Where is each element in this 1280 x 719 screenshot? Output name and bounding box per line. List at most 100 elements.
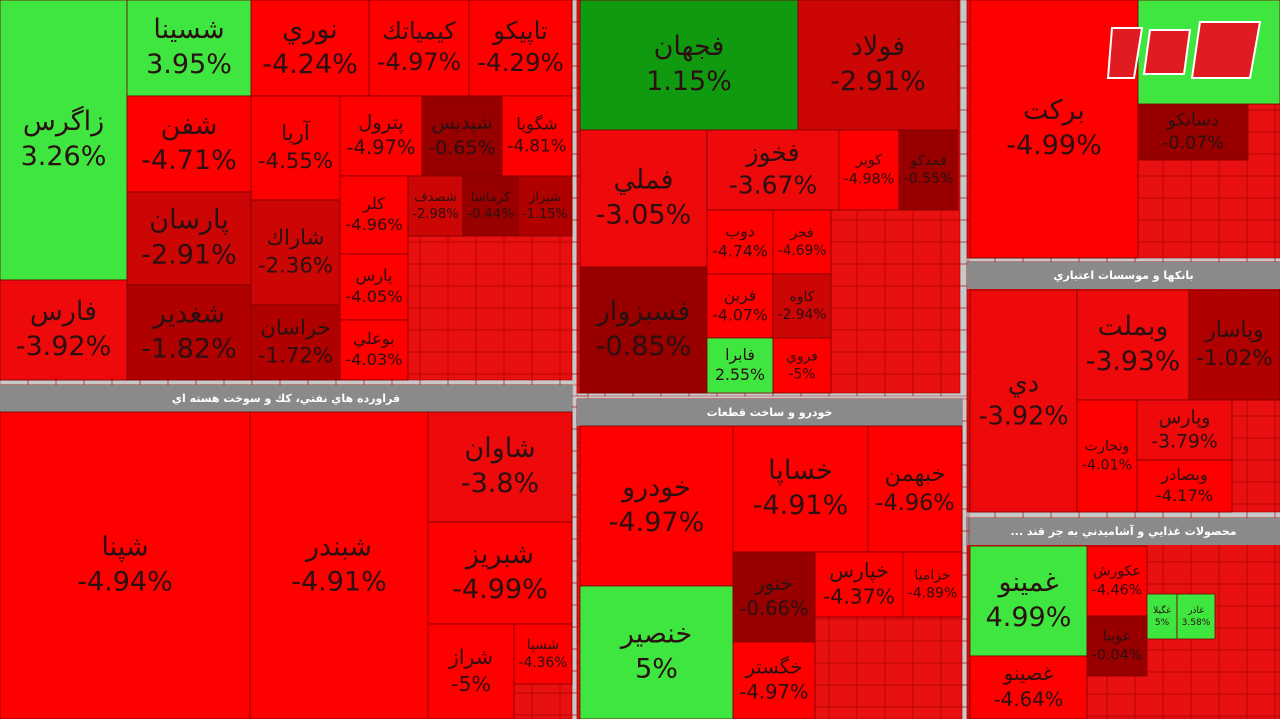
tile-change: -4.71% bbox=[141, 145, 237, 176]
tile-change: -3.05% bbox=[596, 200, 692, 231]
tile-change: -0.65% bbox=[428, 137, 495, 159]
tile-change: -4.69% bbox=[778, 243, 827, 259]
tile-name: فجهان bbox=[654, 31, 725, 62]
tile bbox=[579, 266, 708, 394]
tile bbox=[838, 129, 900, 211]
tile-change: -4.01% bbox=[1082, 457, 1132, 473]
tile-name: عكورش bbox=[1093, 564, 1141, 580]
tile-change: -4.97% bbox=[739, 681, 808, 704]
logo bbox=[1106, 21, 1262, 79]
tile-change: -4.91% bbox=[291, 567, 387, 598]
tile-name: وبملت bbox=[1098, 311, 1169, 342]
filler-tile bbox=[1162, 715, 1192, 719]
tile bbox=[867, 425, 963, 553]
tile-name: خودرو bbox=[620, 472, 691, 503]
tile bbox=[513, 623, 573, 685]
tile-change: -1.72% bbox=[258, 342, 333, 367]
tile-name: كرماشا bbox=[471, 190, 511, 205]
tile-name: شپديس bbox=[431, 112, 492, 134]
tile-change: -4.37% bbox=[823, 585, 895, 609]
filler-tile bbox=[531, 714, 561, 719]
tile-name: زاگرس bbox=[23, 105, 104, 137]
tile-name: شسينا bbox=[153, 14, 224, 45]
tile-change: -0.07% bbox=[1162, 133, 1224, 153]
tile-name: عوبيا bbox=[1103, 629, 1132, 645]
tile-change: -4.89% bbox=[908, 586, 958, 602]
tile bbox=[969, 545, 1088, 657]
tile bbox=[772, 209, 832, 275]
tile-change: 5% bbox=[635, 654, 678, 685]
tile bbox=[501, 95, 573, 177]
tile-change: -4.36% bbox=[519, 655, 568, 671]
tile-name: شغدير bbox=[151, 298, 225, 329]
tile bbox=[1076, 399, 1138, 513]
filler-tile bbox=[1190, 715, 1220, 719]
tile-name: خساپا bbox=[768, 455, 833, 486]
tile-name: شصدف bbox=[414, 190, 457, 205]
tile-change: -4.74% bbox=[712, 242, 768, 261]
tile-name: ختور bbox=[754, 572, 792, 595]
filler-tile bbox=[1106, 715, 1136, 719]
tile-change: -5% bbox=[451, 672, 491, 696]
tile-name: خراسان bbox=[260, 315, 330, 340]
tile bbox=[579, 585, 734, 719]
group-title: خودرو و ساخت قطعات bbox=[707, 406, 833, 419]
tile-name: شپنا bbox=[101, 531, 148, 562]
tile bbox=[814, 551, 904, 618]
tile bbox=[368, 0, 470, 97]
tile-change: -4.97% bbox=[609, 507, 705, 538]
filler-tile bbox=[940, 706, 970, 719]
tile-name: وپاسار bbox=[1204, 318, 1263, 343]
tile bbox=[427, 623, 515, 719]
filler-tile bbox=[1274, 583, 1280, 607]
tile-change: -4.07% bbox=[712, 306, 768, 325]
tile-change: 2.55% bbox=[715, 365, 765, 384]
tile bbox=[249, 411, 429, 719]
tile-change: -0.66% bbox=[739, 597, 808, 620]
tile-change: -2.91% bbox=[830, 66, 926, 97]
tile bbox=[797, 0, 959, 131]
tile-change: -4.96% bbox=[345, 215, 402, 234]
filler-tile bbox=[1134, 715, 1164, 719]
tile-name: خنصير bbox=[619, 618, 692, 649]
tile-change: -4.29% bbox=[477, 48, 564, 77]
tile-change: -3.92% bbox=[16, 331, 112, 362]
tile bbox=[339, 253, 409, 321]
tile-change: 3.26% bbox=[21, 141, 107, 172]
tile-name: شفن bbox=[161, 110, 218, 141]
tile-name: پارس bbox=[355, 266, 392, 286]
tile-name: خزاميا bbox=[914, 567, 950, 583]
tile bbox=[732, 641, 816, 719]
tile-change: -2.91% bbox=[141, 240, 237, 271]
tile-change: -4.94% bbox=[77, 567, 173, 598]
group-header bbox=[577, 399, 962, 426]
tile-change: 5% bbox=[1155, 618, 1170, 628]
tile-name: پترول bbox=[358, 111, 404, 134]
tile bbox=[250, 199, 341, 306]
filler-tile bbox=[1274, 131, 1280, 155]
group-title: فراورده هاي نفتي، كك و سوخت هسته اي bbox=[172, 392, 400, 405]
tile-name: شراز bbox=[448, 645, 493, 669]
tile-name: فخوز bbox=[744, 138, 799, 167]
tile bbox=[1188, 289, 1280, 401]
tile-change: -2.94% bbox=[778, 307, 827, 323]
filler-tile bbox=[559, 714, 589, 719]
tile-change: -4.99% bbox=[452, 574, 548, 605]
tile-name: دسانكو bbox=[1166, 111, 1218, 131]
tile-name: شاوان bbox=[464, 433, 535, 464]
tile-change: -4.24% bbox=[262, 49, 358, 80]
tile-name: وبصادر bbox=[1160, 465, 1208, 485]
tile-name: شاراك bbox=[267, 225, 325, 250]
tile-name: تاپيكو bbox=[491, 16, 548, 45]
filler-tile bbox=[1274, 437, 1280, 461]
filler-tile bbox=[1274, 539, 1280, 563]
filler-tile bbox=[1274, 649, 1280, 673]
filler-tile bbox=[1274, 481, 1280, 505]
tile bbox=[706, 337, 774, 394]
filler-tile bbox=[1274, 219, 1280, 243]
tile-name: كلر bbox=[362, 194, 385, 214]
tile bbox=[1076, 289, 1190, 401]
filler-tile bbox=[1246, 715, 1276, 719]
tile-change: -2.98% bbox=[412, 207, 458, 222]
tile bbox=[339, 175, 409, 255]
